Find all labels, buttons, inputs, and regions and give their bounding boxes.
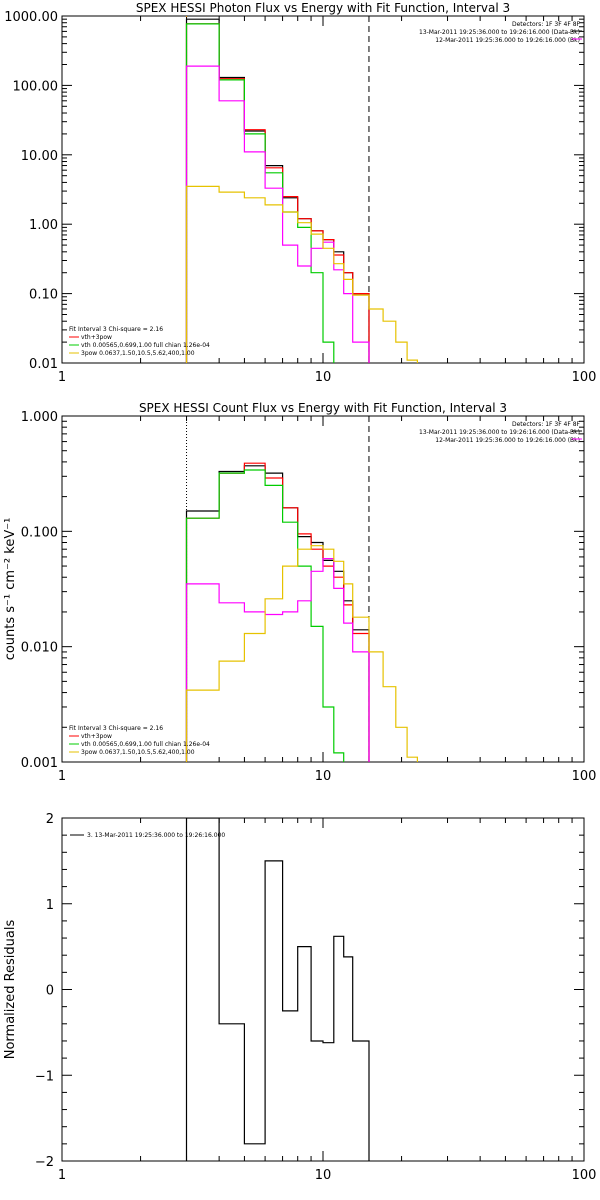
fit-legend-line: Fit Interval 3 Chi-square = 2.16 bbox=[69, 725, 163, 732]
info-line: 13-Mar-2011 19:25:36.000 to 19:26:16.000… bbox=[419, 429, 580, 436]
y-tick-label: 0.01 bbox=[29, 357, 58, 372]
y-tick-label: 0 bbox=[46, 984, 54, 999]
chart-panel-3: 1 10 100 −2 −1 0 1 2 Normalized Residuals 3. 13-M… bbox=[3, 812, 596, 1183]
x-tick-label: 10 bbox=[315, 370, 332, 385]
chart-panel-2: SPEX HESSI Count Flux vs Energy with Fit… bbox=[3, 401, 596, 784]
x-tick-label: 100 bbox=[572, 769, 597, 784]
series-line-4 bbox=[185, 65, 370, 363]
x-tick-label: 1 bbox=[58, 370, 66, 385]
fit-legend-line: 3pow 0.0637,1.50,10.5,5.62,400,1.00 bbox=[81, 749, 195, 756]
series-line-2 bbox=[185, 462, 370, 762]
y-tick-label: −1 bbox=[35, 1069, 54, 1084]
info-line: Detectors: 1F 3F 4F 8F bbox=[512, 421, 581, 428]
series-group bbox=[185, 462, 418, 762]
info-line: 13-Mar-2011 19:25:36.000 to 19:26:16.000… bbox=[419, 29, 580, 36]
y-tick-label: −2 bbox=[35, 1155, 54, 1170]
y-tick-label: 0.10 bbox=[29, 288, 58, 303]
fit-legend-line: 3pow 0.0637,1.50,10.5,5.62,400,1.00 bbox=[81, 350, 195, 357]
x-tick-label: 1 bbox=[58, 769, 66, 784]
series-group bbox=[185, 818, 370, 1161]
y-tick-label: 1000.00 bbox=[4, 10, 58, 25]
chart-panel-1: SPEX HESSI Photon Flux vs Energy with Fi… bbox=[4, 1, 596, 385]
series-group bbox=[185, 18, 418, 363]
y-axis-label: Normalized Residuals bbox=[3, 920, 18, 1060]
y-axis-label: counts s⁻¹ cm⁻² keV⁻¹ bbox=[3, 518, 18, 661]
series-line-5 bbox=[185, 545, 418, 762]
x-tick-label: 100 bbox=[572, 1168, 597, 1183]
info-line: 12-Mar-2011 19:25:36.000 to 19:26:16.000… bbox=[435, 437, 580, 444]
info-line: Detectors: 1F 3F 4F 8F bbox=[512, 21, 581, 28]
y-tick-label: 0.010 bbox=[21, 641, 58, 656]
chart-title: SPEX HESSI Photon Flux vs Energy with Fi… bbox=[136, 1, 510, 15]
series-line-3 bbox=[185, 469, 345, 762]
info-line: 12-Mar-2011 19:25:36.000 to 19:26:16.000… bbox=[435, 37, 580, 44]
series-line-2 bbox=[185, 23, 370, 363]
chart-title: SPEX HESSI Count Flux vs Energy with Fit… bbox=[139, 401, 507, 415]
x-tick-label: 10 bbox=[315, 1168, 332, 1183]
plot-frame bbox=[61, 817, 585, 1162]
fit-legend-line: vth+3pow bbox=[81, 733, 112, 740]
legend-text: 3. 13-Mar-2011 19:25:36.000 to 19:26:16.… bbox=[87, 832, 225, 839]
x-tick-label: 100 bbox=[572, 370, 597, 385]
fit-legend-line: vth+3pow bbox=[81, 334, 112, 341]
series-line-1 bbox=[185, 465, 370, 762]
y-tick-label: 0.001 bbox=[21, 756, 58, 771]
x-tick-label: 10 bbox=[315, 769, 332, 784]
series-line-3 bbox=[185, 23, 335, 363]
series-line-1 bbox=[185, 818, 370, 1161]
x-tick-label: 1 bbox=[58, 1168, 66, 1183]
y-tick-label: 1.000 bbox=[21, 410, 58, 425]
y-tick-label: 1 bbox=[46, 898, 54, 913]
y-tick-label: 10.00 bbox=[21, 149, 58, 164]
fit-legend-line: vth 0.00565,0.699,1.00 full chian 1.26e-… bbox=[81, 342, 210, 349]
fit-legend-line: Fit Interval 3 Chi-square = 2.16 bbox=[69, 326, 163, 333]
series-line-5 bbox=[185, 185, 418, 363]
y-tick-label: 100.00 bbox=[13, 79, 59, 94]
series-line-1 bbox=[185, 18, 370, 363]
fit-legend-line: vth 0.00565,0.699,1.00 full chian 1.26e-… bbox=[81, 741, 210, 748]
plot-frame bbox=[61, 415, 585, 763]
y-tick-label: 2 bbox=[46, 812, 54, 827]
y-tick-label: 0.100 bbox=[21, 525, 58, 540]
series-line-4 bbox=[185, 558, 370, 762]
y-tick-label: 1.00 bbox=[29, 218, 58, 233]
